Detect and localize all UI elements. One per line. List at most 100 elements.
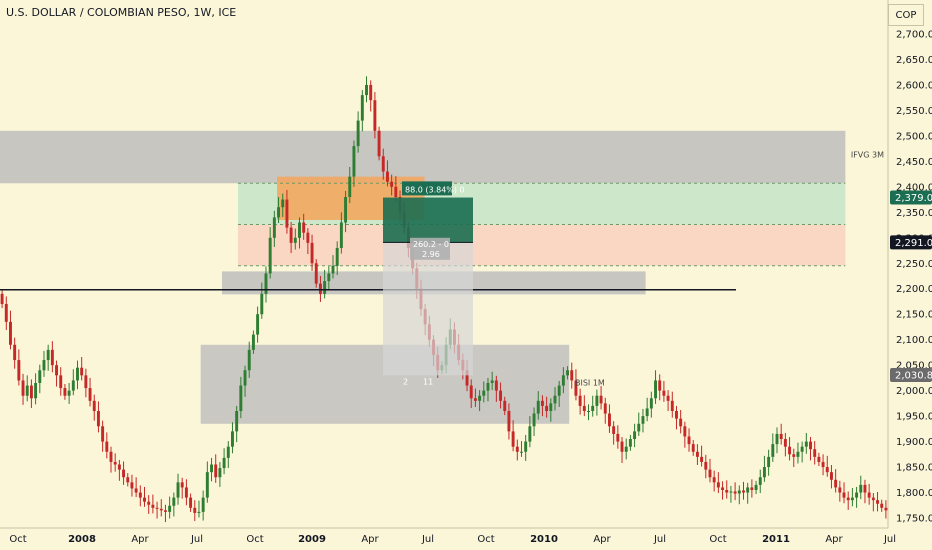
candle-body xyxy=(155,507,159,509)
position-mid-label-1: 260.2 - 0 xyxy=(413,240,449,249)
candle-body xyxy=(314,263,318,284)
candle-body xyxy=(612,426,616,434)
candle-body xyxy=(478,395,482,401)
position-stop-box xyxy=(383,242,473,376)
candle-body xyxy=(607,413,611,427)
candle-body xyxy=(813,449,817,457)
candle-body xyxy=(511,431,515,447)
candle-body xyxy=(549,403,553,412)
candle-body xyxy=(13,344,17,361)
candle-body xyxy=(239,385,243,412)
candle-body xyxy=(80,367,84,376)
candle-body xyxy=(825,467,829,473)
y-tick-label: 1,800.0 xyxy=(896,488,932,499)
candle-body xyxy=(394,186,398,198)
x-tick-label: Apr xyxy=(593,534,611,545)
candle-body xyxy=(197,511,201,513)
candle-body xyxy=(800,446,804,452)
candle-body xyxy=(55,365,59,376)
candle-body xyxy=(50,349,54,366)
candle-body xyxy=(561,375,565,386)
candle-body xyxy=(105,441,109,452)
candle-body xyxy=(231,431,234,447)
candle-body xyxy=(482,390,486,396)
candle-body xyxy=(850,497,854,501)
price-label: 2,291.0 xyxy=(895,238,932,249)
candle-body xyxy=(327,273,331,282)
candle-body xyxy=(344,197,348,223)
bisi-label: BISI 1M xyxy=(575,379,605,388)
candle-body xyxy=(21,380,25,396)
candle-body xyxy=(540,400,544,406)
candle-body xyxy=(649,398,653,409)
candle-body xyxy=(616,433,620,442)
x-tick-label: Apr xyxy=(131,534,149,545)
y-tick-label: 2,050.0 xyxy=(896,361,932,372)
candle-body xyxy=(804,441,808,447)
candle-body xyxy=(591,405,595,412)
y-tick-label: 2,000.0 xyxy=(896,386,932,397)
candle-body xyxy=(264,273,268,294)
candle-body xyxy=(570,370,574,381)
candle-body xyxy=(214,464,218,478)
currency-button[interactable]: COP xyxy=(888,4,924,26)
candle-body xyxy=(92,400,96,412)
candle-body xyxy=(130,482,134,489)
candle-body xyxy=(750,487,754,490)
candle-body xyxy=(499,390,503,401)
candle-body xyxy=(469,385,473,399)
candle-body xyxy=(758,477,762,485)
candle-body xyxy=(42,360,46,371)
candle-body xyxy=(298,222,301,238)
candle-body xyxy=(641,416,645,424)
candle-body xyxy=(670,400,674,412)
candle-body xyxy=(235,411,239,432)
price-label-bg xyxy=(890,190,932,205)
candle-body xyxy=(733,491,737,494)
candle-body xyxy=(838,487,842,493)
position-target-box xyxy=(383,197,473,243)
candle-body xyxy=(855,492,859,498)
candle-body xyxy=(184,487,188,498)
candle-body xyxy=(524,441,528,452)
candle-body xyxy=(122,469,126,478)
y-tick-label: 2,450.0 xyxy=(896,157,932,168)
candle-body xyxy=(775,433,779,445)
candle-body xyxy=(247,349,251,371)
candle-body xyxy=(637,423,641,432)
candle-body xyxy=(0,293,4,305)
candle-body xyxy=(151,504,155,508)
x-tick-label: Jul xyxy=(883,534,896,545)
candle-body xyxy=(117,464,121,470)
price-label: 2,379.0 xyxy=(895,193,932,204)
candle-body xyxy=(25,385,29,396)
candle-body xyxy=(29,385,33,399)
candle-body xyxy=(624,446,628,452)
candle-body xyxy=(654,380,657,399)
candle-body xyxy=(193,507,197,513)
candle-body xyxy=(34,382,38,399)
y-tick-label: 2,550.0 xyxy=(896,106,932,117)
y-tick-label: 2,600.0 xyxy=(896,80,932,91)
candle-body xyxy=(268,237,272,274)
y-tick-label: 2,200.0 xyxy=(896,284,932,295)
candle-body xyxy=(360,95,364,121)
candle-body xyxy=(532,413,536,427)
candle-body xyxy=(746,487,750,493)
y-tick-label: 2,350.0 xyxy=(896,208,932,219)
candle-body xyxy=(180,482,184,488)
candle-body xyxy=(729,491,733,493)
candle-body xyxy=(809,441,812,450)
candle-body xyxy=(695,451,699,457)
candle-body xyxy=(779,433,783,440)
candle-body xyxy=(126,477,130,483)
candle-body xyxy=(71,380,75,391)
candle-body xyxy=(708,469,712,478)
candle-body xyxy=(788,446,792,455)
price-label: 2,030.8 xyxy=(895,370,932,381)
candle-body xyxy=(771,444,775,457)
y-tick-label: 2,650.0 xyxy=(896,55,932,66)
candle-body xyxy=(599,395,603,404)
candle-body xyxy=(113,461,117,465)
